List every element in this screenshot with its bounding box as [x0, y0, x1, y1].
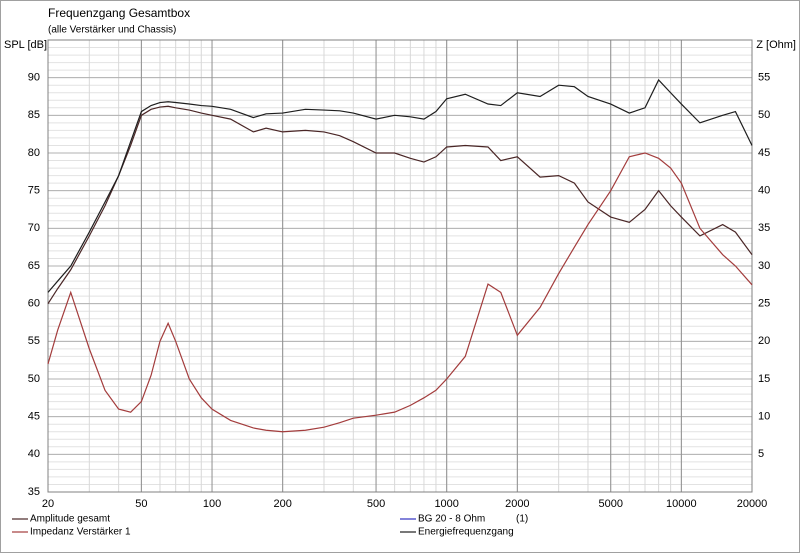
y2-tick-label: 35	[758, 222, 770, 234]
y-tick-label: 40	[28, 448, 40, 460]
x-tick-label: 500	[367, 498, 385, 510]
legend-label: Impedanz Verstärker 1	[30, 527, 131, 538]
y-tick-label: 65	[28, 260, 40, 272]
y2-tick-label: 15	[758, 373, 770, 385]
chart-title: Frequenzgang Gesamtbox	[48, 6, 190, 20]
plot-frame	[47, 39, 753, 493]
y-tick-label: 50	[28, 373, 40, 385]
legend-label: Amplitude gesamt	[30, 514, 110, 525]
x-tick-label: 200	[273, 498, 291, 510]
x-tick-label: 100	[203, 498, 221, 510]
y2-tick-label: 25	[758, 298, 770, 310]
y-tick-label: 75	[28, 185, 40, 197]
y-tick-label: 35	[28, 486, 40, 498]
y2-tick-label: 20	[758, 335, 770, 347]
y-tick-label: 45	[28, 411, 40, 423]
y2-tick-label: 55	[758, 72, 770, 84]
y2-tick-label: 10	[758, 411, 770, 423]
x-tick-label: 10000	[666, 498, 697, 510]
series-line	[47, 152, 753, 433]
x-tick-label: 20	[42, 498, 54, 510]
y2-tick-label: 45	[758, 147, 770, 159]
y2-tick-label: 30	[758, 260, 770, 272]
chart-subtitle: (alle Verstärker und Chassis)	[48, 25, 176, 36]
legend-label: Energiefrequenzgang	[418, 527, 514, 538]
x-tick-label: 50	[135, 498, 147, 510]
x-tick-label: 1000	[434, 498, 458, 510]
y2-tick-label: 5	[758, 448, 764, 460]
series-line	[47, 105, 753, 304]
y2-axis-label: Z [Ohm]	[756, 39, 796, 51]
y-tick-label: 85	[28, 109, 40, 121]
y-axis-label: SPL [dB]	[4, 39, 47, 51]
y2-tick-label: 50	[758, 109, 770, 121]
y-tick-label: 80	[28, 147, 40, 159]
legend-tag: (1)	[516, 514, 528, 525]
y-tick-label: 60	[28, 298, 40, 310]
y2-tick-label: 40	[758, 185, 770, 197]
y-tick-label: 55	[28, 335, 40, 347]
x-tick-label: 2000	[505, 498, 529, 510]
y-tick-label: 70	[28, 222, 40, 234]
series-line	[47, 78, 753, 293]
y-tick-label: 90	[28, 72, 40, 84]
x-tick-label: 20000	[737, 498, 768, 510]
x-tick-label: 5000	[598, 498, 622, 510]
legend-label: BG 20 - 8 Ohm	[418, 514, 485, 525]
